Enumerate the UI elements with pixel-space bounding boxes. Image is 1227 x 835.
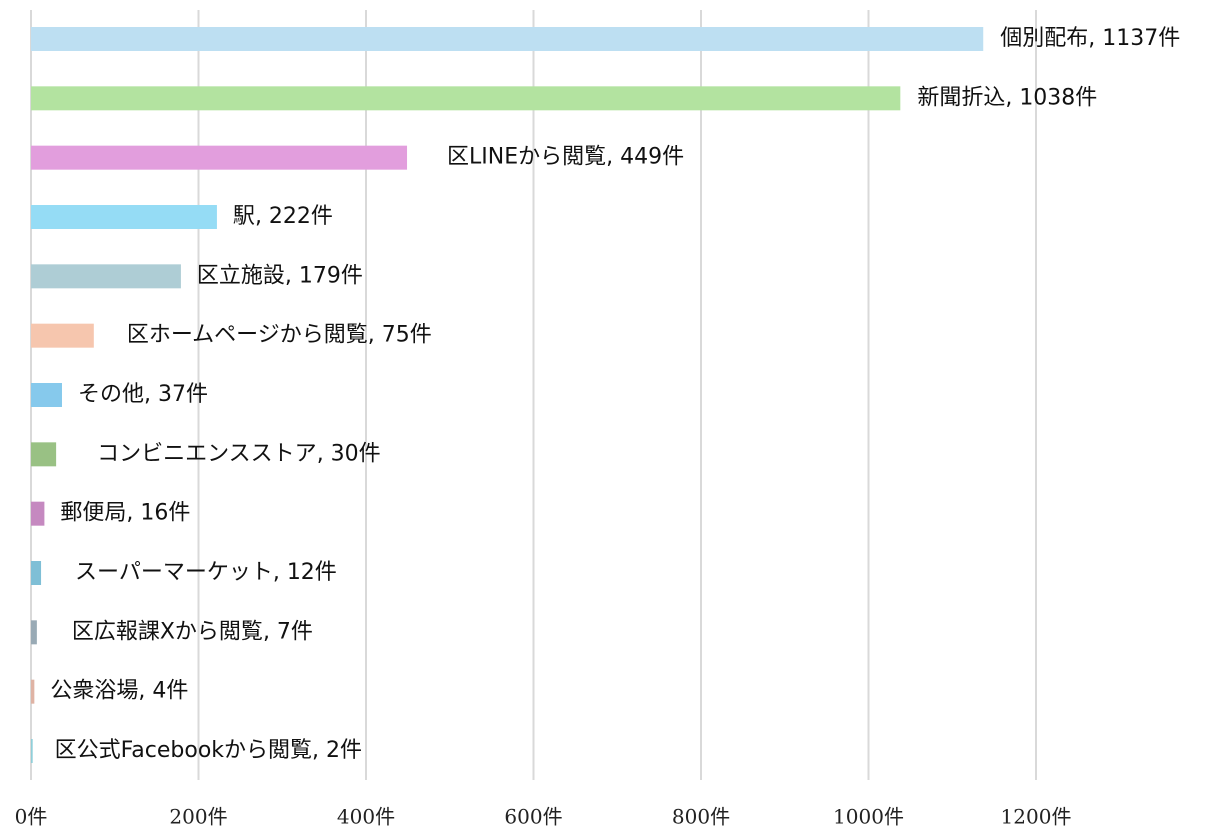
category-label: 駅 bbox=[233, 204, 255, 229]
data-label: その他, 37件 bbox=[78, 382, 208, 407]
category-label: その他 bbox=[78, 382, 144, 407]
value-label: , 222件 bbox=[255, 204, 333, 229]
category-label: コンビニエンスストア bbox=[97, 441, 317, 466]
data-label: スーパーマーケット, 12件 bbox=[75, 560, 337, 585]
value-label: , 12件 bbox=[273, 560, 337, 585]
bar bbox=[31, 86, 901, 111]
data-label: 区ホームページから閲覧, 75件 bbox=[127, 323, 432, 348]
bar bbox=[31, 679, 35, 704]
data-label: コンビニエンスストア, 30件 bbox=[97, 441, 381, 466]
bar bbox=[31, 561, 42, 585]
x-tick-label: 1200件 bbox=[1001, 805, 1072, 829]
category-label: 区公式Facebookから閲覧 bbox=[55, 738, 312, 763]
data-label: 区LINEから閲覧, 449件 bbox=[447, 145, 684, 170]
category-label: 個別配布 bbox=[1000, 26, 1088, 51]
x-tick-label: 0件 bbox=[15, 805, 48, 829]
category-label: 区広報課Xから閲覧 bbox=[72, 619, 263, 644]
bar bbox=[31, 501, 45, 526]
bar bbox=[31, 145, 408, 170]
category-label: 区立施設 bbox=[197, 263, 285, 288]
value-label: , 2件 bbox=[312, 738, 362, 763]
data-label: 新聞折込, 1038件 bbox=[917, 85, 1097, 110]
data-label: 公衆浴場, 4件 bbox=[50, 679, 188, 704]
category-label: 公衆浴場 bbox=[50, 679, 138, 704]
value-label: , 179件 bbox=[285, 263, 363, 288]
value-label: , 4件 bbox=[138, 679, 188, 704]
bar bbox=[31, 27, 984, 51]
category-label: 郵便局 bbox=[60, 501, 126, 526]
value-label: , 30件 bbox=[317, 441, 381, 466]
value-label: , 16件 bbox=[126, 501, 190, 526]
x-tick-label: 400件 bbox=[337, 805, 395, 829]
category-label: 区LINEから閲覧 bbox=[447, 145, 606, 170]
category-label: スーパーマーケット bbox=[75, 560, 273, 585]
x-tick-label: 800件 bbox=[672, 805, 730, 829]
bar bbox=[31, 739, 33, 763]
value-label: , 1038件 bbox=[1005, 85, 1097, 110]
data-label: 区立施設, 179件 bbox=[197, 263, 363, 288]
category-label: 新聞折込 bbox=[917, 85, 1005, 110]
bar bbox=[31, 323, 94, 348]
x-tick-label: 1000件 bbox=[833, 805, 904, 829]
x-tick-label: 600件 bbox=[504, 805, 562, 829]
bar bbox=[31, 383, 62, 407]
category-label: 区ホームページから閲覧 bbox=[127, 323, 368, 348]
value-label: , 449件 bbox=[606, 145, 684, 170]
bar bbox=[31, 264, 181, 289]
bar bbox=[31, 205, 217, 229]
bar bbox=[31, 442, 57, 467]
value-label: , 7件 bbox=[263, 619, 313, 644]
value-label: , 37件 bbox=[144, 382, 208, 407]
data-label: 区広報課Xから閲覧, 7件 bbox=[72, 619, 313, 644]
data-label: 個別配布, 1137件 bbox=[1000, 26, 1180, 51]
data-label: 区公式Facebookから閲覧, 2件 bbox=[55, 738, 362, 763]
bar bbox=[31, 620, 37, 645]
value-label: , 1137件 bbox=[1088, 26, 1180, 51]
value-label: , 75件 bbox=[368, 323, 432, 348]
data-label: 駅, 222件 bbox=[233, 204, 333, 229]
data-label: 郵便局, 16件 bbox=[60, 501, 190, 526]
x-tick-label: 200件 bbox=[169, 805, 227, 829]
